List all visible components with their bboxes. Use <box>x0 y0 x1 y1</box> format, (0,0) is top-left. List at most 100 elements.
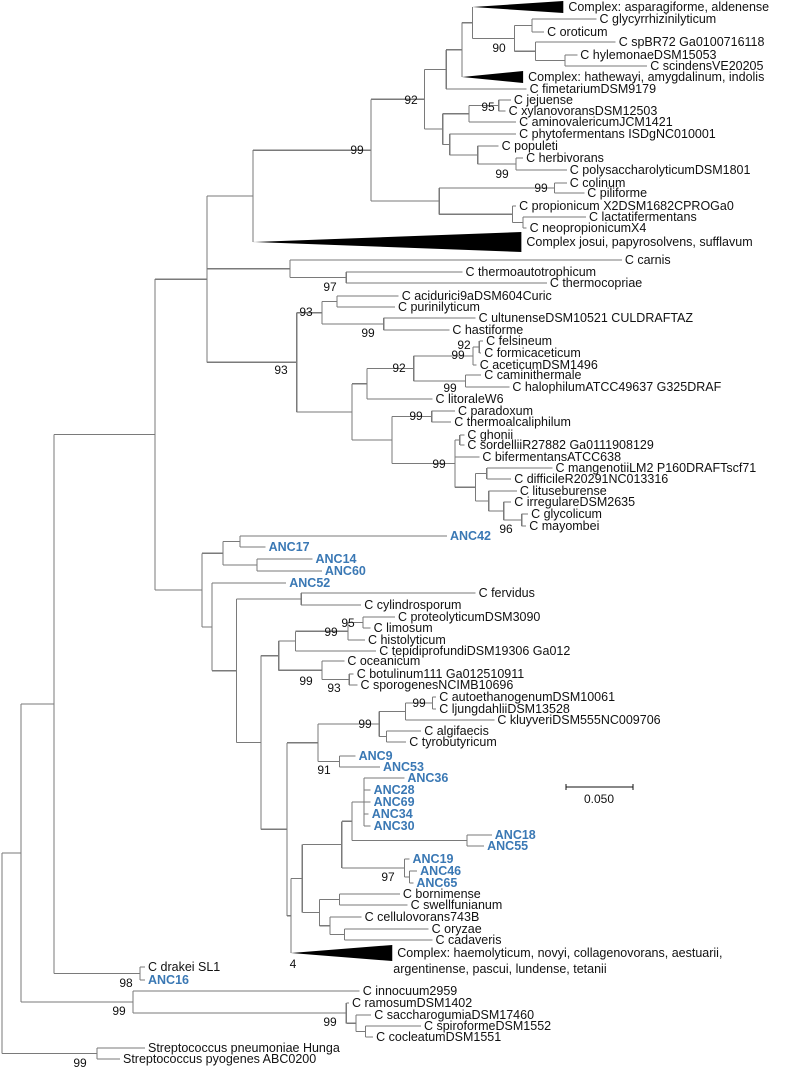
taxon-label: Complex: hathewayi, amygdalinum, indolis <box>528 70 764 84</box>
branches <box>1 1 648 1060</box>
taxon-label: C hastiforme <box>452 323 523 337</box>
taxon-label: C ultunenseDSM10521 CULDRAFTAZ <box>479 311 694 325</box>
taxon-label: C proteolyticumDSM3090 <box>398 610 540 624</box>
taxon-label: C spBR72 Ga0100716118 <box>619 35 765 49</box>
bootstrap-value: 93 <box>327 681 341 695</box>
taxon-label: C aceticumDSM1496 <box>480 358 598 372</box>
taxon-label: C lituseburense <box>520 484 607 498</box>
bootstrap-value: 97 <box>381 870 395 884</box>
bootstrap-value: 91 <box>317 763 331 777</box>
taxon-label: C acidurici9aDSM604Curic <box>402 289 552 303</box>
taxon-label: C cocleatumDSM1551 <box>376 1030 501 1044</box>
bootstrap-value: 99 <box>451 348 465 362</box>
taxon-label: C oryzae <box>432 922 482 936</box>
taxon-label: C cadaveris <box>435 933 501 947</box>
bootstrap-value: 99 <box>443 381 457 395</box>
taxon-label: C formicaceticum <box>484 346 581 360</box>
bootstrap-value: 99 <box>112 1004 126 1018</box>
taxon-label: C herbivorans <box>526 151 604 165</box>
bootstrap-value: 99 <box>534 181 548 195</box>
taxon-label: C scindensVE20205 <box>650 59 763 73</box>
ancestral-sequence-label: ANC17 <box>269 540 310 554</box>
bootstrap-value: 99 <box>350 143 364 157</box>
taxon-label: C glycyrrhizinilyticum <box>600 12 717 26</box>
taxon-label: C ljungdahliiDSM13528 <box>439 702 570 716</box>
taxon-label: C botulinum111 Ga012510911 <box>357 667 525 681</box>
bootstrap-value: 98 <box>119 976 133 990</box>
bootstrap-value: 95 <box>481 100 495 114</box>
ancestral-sequence-label: ANC30 <box>374 819 415 833</box>
bootstrap-value: 99 <box>409 409 423 423</box>
taxon-label: C cylindrosporum <box>364 598 461 612</box>
taxon-label: C thermocopriae <box>550 276 642 290</box>
taxon-label: C bifermentansATCC638 <box>482 450 621 464</box>
taxon-label: C glycolicum <box>531 507 602 521</box>
taxon-label: C cellulovorans743B <box>365 910 480 924</box>
taxon-label: C phytofermentans ISDgNC010001 <box>519 127 716 141</box>
ancestral-sequence-label: ANC52 <box>289 576 330 590</box>
ancestral-sequence-label: ANC34 <box>372 807 413 821</box>
bootstrap-value: 99 <box>412 696 426 710</box>
taxon-label: C algifaecis <box>424 724 489 738</box>
taxon-label: C piliforme <box>587 186 647 200</box>
ancestral-sequence-label: ANC14 <box>315 552 356 566</box>
taxon-label: Complex: haemolyticum, novyi, collagenov… <box>397 946 722 960</box>
taxon-label: C caminithermale <box>484 368 581 382</box>
taxon-label: C kluyveriDSM555NC009706 <box>497 713 660 727</box>
bootstrap-value: 97 <box>323 280 337 294</box>
taxon-label: C populeti <box>502 139 558 153</box>
bootstrap-value: 95 <box>341 616 355 630</box>
taxon-label: C bornimense <box>403 887 481 901</box>
bootstrap-value: 93 <box>299 305 313 319</box>
taxon-label: C irregulareDSM2635 <box>514 495 635 509</box>
taxon-label: C fimetariumDSM9179 <box>530 82 656 96</box>
collapsed-clade-triangle <box>472 1 564 13</box>
taxon-label: C purinilyticum <box>398 300 480 314</box>
bootstrap-value: 99 <box>323 1015 337 1029</box>
taxon-label: C limosum <box>374 621 433 635</box>
ancestral-sequence-label: ANC16 <box>148 973 189 987</box>
taxon-label: C fervidus <box>479 586 535 600</box>
taxon-label: C halophilumATCC49637 G325DRAF <box>512 380 721 394</box>
bootstrap-value: 4 <box>290 957 297 971</box>
taxon-label: argentinense, pascui, lundense, tetanii <box>393 962 606 976</box>
bootstrap-value: 90 <box>492 41 506 55</box>
taxon-label: C lactatifermentans <box>589 210 697 224</box>
taxon-label: C autoethanogenumDSM10061 <box>439 690 615 704</box>
bootstrap-value: 92 <box>457 338 471 352</box>
taxon-label: C difficileR20291NC013316 <box>514 472 668 486</box>
ancestral-sequence-label: ANC42 <box>450 529 491 543</box>
taxon-label: Streptococcus pyogenes ABC0200 <box>123 1052 316 1066</box>
taxon-label: C polysaccharolyticumDSM1801 <box>570 163 751 177</box>
taxon-label: C mayombei <box>529 519 599 533</box>
taxon-label: C xylanovoransDSM12503 <box>509 104 658 118</box>
bootstrap-value: 99 <box>495 167 509 181</box>
collapsed-clade-triangle <box>290 945 393 961</box>
taxon-label: Streptococcus pneumoniae Hunga <box>148 1041 340 1055</box>
taxon-label: C ramosumDSM1402 <box>352 996 472 1010</box>
taxon-label: C tepidiprofundiDSM19306 Ga012 <box>379 644 570 658</box>
scale-bar-label: 0.050 <box>584 792 614 806</box>
taxon-label: C hylemonaeDSM15053 <box>580 48 716 62</box>
ancestral-sequence-label: ANC55 <box>487 839 528 853</box>
taxon-label: C felsineum <box>486 334 552 348</box>
taxon-label: C neopropionicumX4 <box>530 221 647 235</box>
ancestral-sequence-label: ANC36 <box>407 771 448 785</box>
taxon-label: C saccharogumiaDSM17460 <box>374 1008 534 1022</box>
taxon-label: C innocuum2959 <box>363 984 458 998</box>
bootstrap-value: 99 <box>361 326 375 340</box>
taxon-label: C thermoautotrophicum <box>465 265 596 279</box>
taxon-label: C mangenotiiLM2 P160DRAFTscf71 <box>555 461 756 475</box>
ancestral-sequence-label: ANC69 <box>374 795 415 809</box>
taxon-label: C spiroformeDSM1552 <box>424 1019 551 1033</box>
taxon-label: Complex: asparagiforme, aldenense <box>568 0 769 14</box>
ancestral-sequence-label: ANC53 <box>383 760 424 774</box>
bootstrap-value: 96 <box>499 522 513 536</box>
taxon-label: C swellfunianum <box>411 898 503 912</box>
ancestral-sequence-label: ANC9 <box>359 749 393 763</box>
ancestral-sequence-label: ANC28 <box>374 783 415 797</box>
scale-bar: 0.050 <box>565 784 634 806</box>
bootstrap-value: 93 <box>274 363 288 377</box>
taxon-label: C oroticum <box>547 25 607 39</box>
collapsed-clade-triangle <box>253 232 522 252</box>
